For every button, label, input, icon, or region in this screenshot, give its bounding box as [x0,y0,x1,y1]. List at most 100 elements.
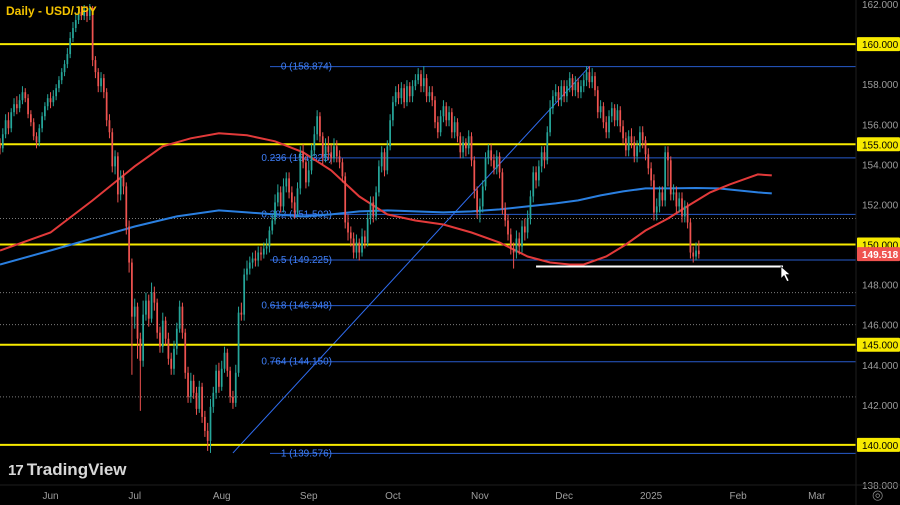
candle-body-232 [650,168,652,181]
candle-body-213 [596,90,599,113]
candle-body-233 [653,180,655,213]
candle-body-146 [408,86,411,97]
candle-body-181 [507,220,509,235]
chart-title: Daily - USD/JPY [6,4,97,18]
x-tick-label-3: Sep [300,491,318,502]
candle-body-244 [683,206,686,217]
candle-body-231 [647,154,650,169]
candle-body-47 [131,262,133,317]
candle-body-214 [599,106,602,113]
candle-body-145 [406,86,408,103]
candle-body-23 [63,64,66,73]
candle-body-218 [610,108,613,117]
y-tick-label-4: 146.000 [862,321,899,332]
candle-body-173 [484,158,487,187]
level-tag-label-3: 145.000 [862,341,899,352]
candle-body-194 [543,152,546,161]
candle-body-75 [209,406,212,441]
candle-body-38 [105,92,108,121]
candle-body-44 [122,176,125,187]
candle-body-122 [341,162,344,177]
candle-body-53 [147,300,150,319]
y-tick-label-9: 156.000 [862,120,899,131]
candle-body-63 [175,328,178,349]
candle-body-34 [94,60,97,73]
candle-body-212 [594,76,596,91]
candle-body-243 [681,198,683,217]
tradingview-logo[interactable]: 17 TradingView [8,460,127,480]
candle-body-99 [276,192,279,203]
candle-body-179 [501,172,504,209]
candle-body-62 [173,348,175,369]
candle-body-234 [655,206,658,213]
candle-body-150 [420,74,422,87]
candle-body-80 [223,352,226,369]
candle-body-29 [80,12,83,17]
candle-body-89 [248,262,251,269]
candle-body-221 [619,110,622,127]
settings-gear-icon[interactable]: ◎ [872,488,884,503]
candle-body-188 [526,218,529,233]
candle-body-32 [88,8,91,17]
candle-body-64 [178,306,181,329]
y-tick-label-10: 158.000 [862,80,899,91]
logo-text: TradingView [26,460,127,479]
candle-body-127 [355,242,358,253]
candle-body-222 [622,126,624,139]
sma-blue-line [0,186,772,266]
candle-body-2 [4,120,7,135]
y-tick-label-12: 162.000 [862,0,899,11]
candle-body-157 [439,116,442,133]
candle-body-68 [189,380,192,397]
candle-body-224 [627,136,630,151]
candle-body-237 [664,152,667,201]
candle-body-205 [574,82,577,91]
candle-body-235 [658,192,661,207]
fib-label-2: 0.382 (151.502) [261,209,332,220]
fib-label-0: 0 (158.874) [281,62,332,73]
candle-body-162 [453,122,456,133]
candle-body-12 [32,122,35,137]
candle-body-108 [302,152,304,163]
candle-body-70 [195,392,198,409]
candle-body-245 [686,206,689,223]
candle-body-165 [462,142,464,153]
candle-body-27 [74,20,77,29]
candle-body-22 [60,72,63,81]
candle-body-50 [139,338,142,361]
x-tick-label-9: Mar [808,491,826,502]
candle-body-116 [324,146,327,157]
candle-body-67 [187,372,189,397]
candle-body-20 [55,88,58,97]
candle-body-159 [445,106,448,121]
candle-body-103 [288,178,290,193]
fib-label-3: 0.5 (149.225) [273,255,333,266]
candle-body-185 [518,238,521,247]
candle-body-154 [431,92,434,101]
candle-body-126 [352,238,355,253]
candle-body-24 [66,54,69,65]
candle-body-7 [18,100,21,109]
candle-body-36 [100,78,102,87]
candle-body-102 [285,178,288,187]
candle-body-123 [344,176,347,223]
candle-body-117 [327,146,330,153]
candle-body-46 [128,226,130,263]
fib-label-6: 1 (139.576) [281,448,332,459]
candle-body-15 [41,116,43,129]
candle-body-10 [27,98,29,115]
candle-body-78 [218,370,220,387]
candle-body-223 [624,138,627,151]
candle-body-193 [540,152,543,167]
x-tick-label-6: Dec [555,491,573,502]
candle-body-156 [436,122,439,133]
candle-body-128 [358,242,361,253]
trendline [232,66,590,454]
candle-body-227 [636,146,638,157]
candle-body-226 [633,142,636,157]
candle-body-87 [243,274,246,315]
candle-body-111 [310,150,313,171]
y-tick-label-3: 144.000 [862,361,899,372]
candle-body-124 [347,222,349,233]
